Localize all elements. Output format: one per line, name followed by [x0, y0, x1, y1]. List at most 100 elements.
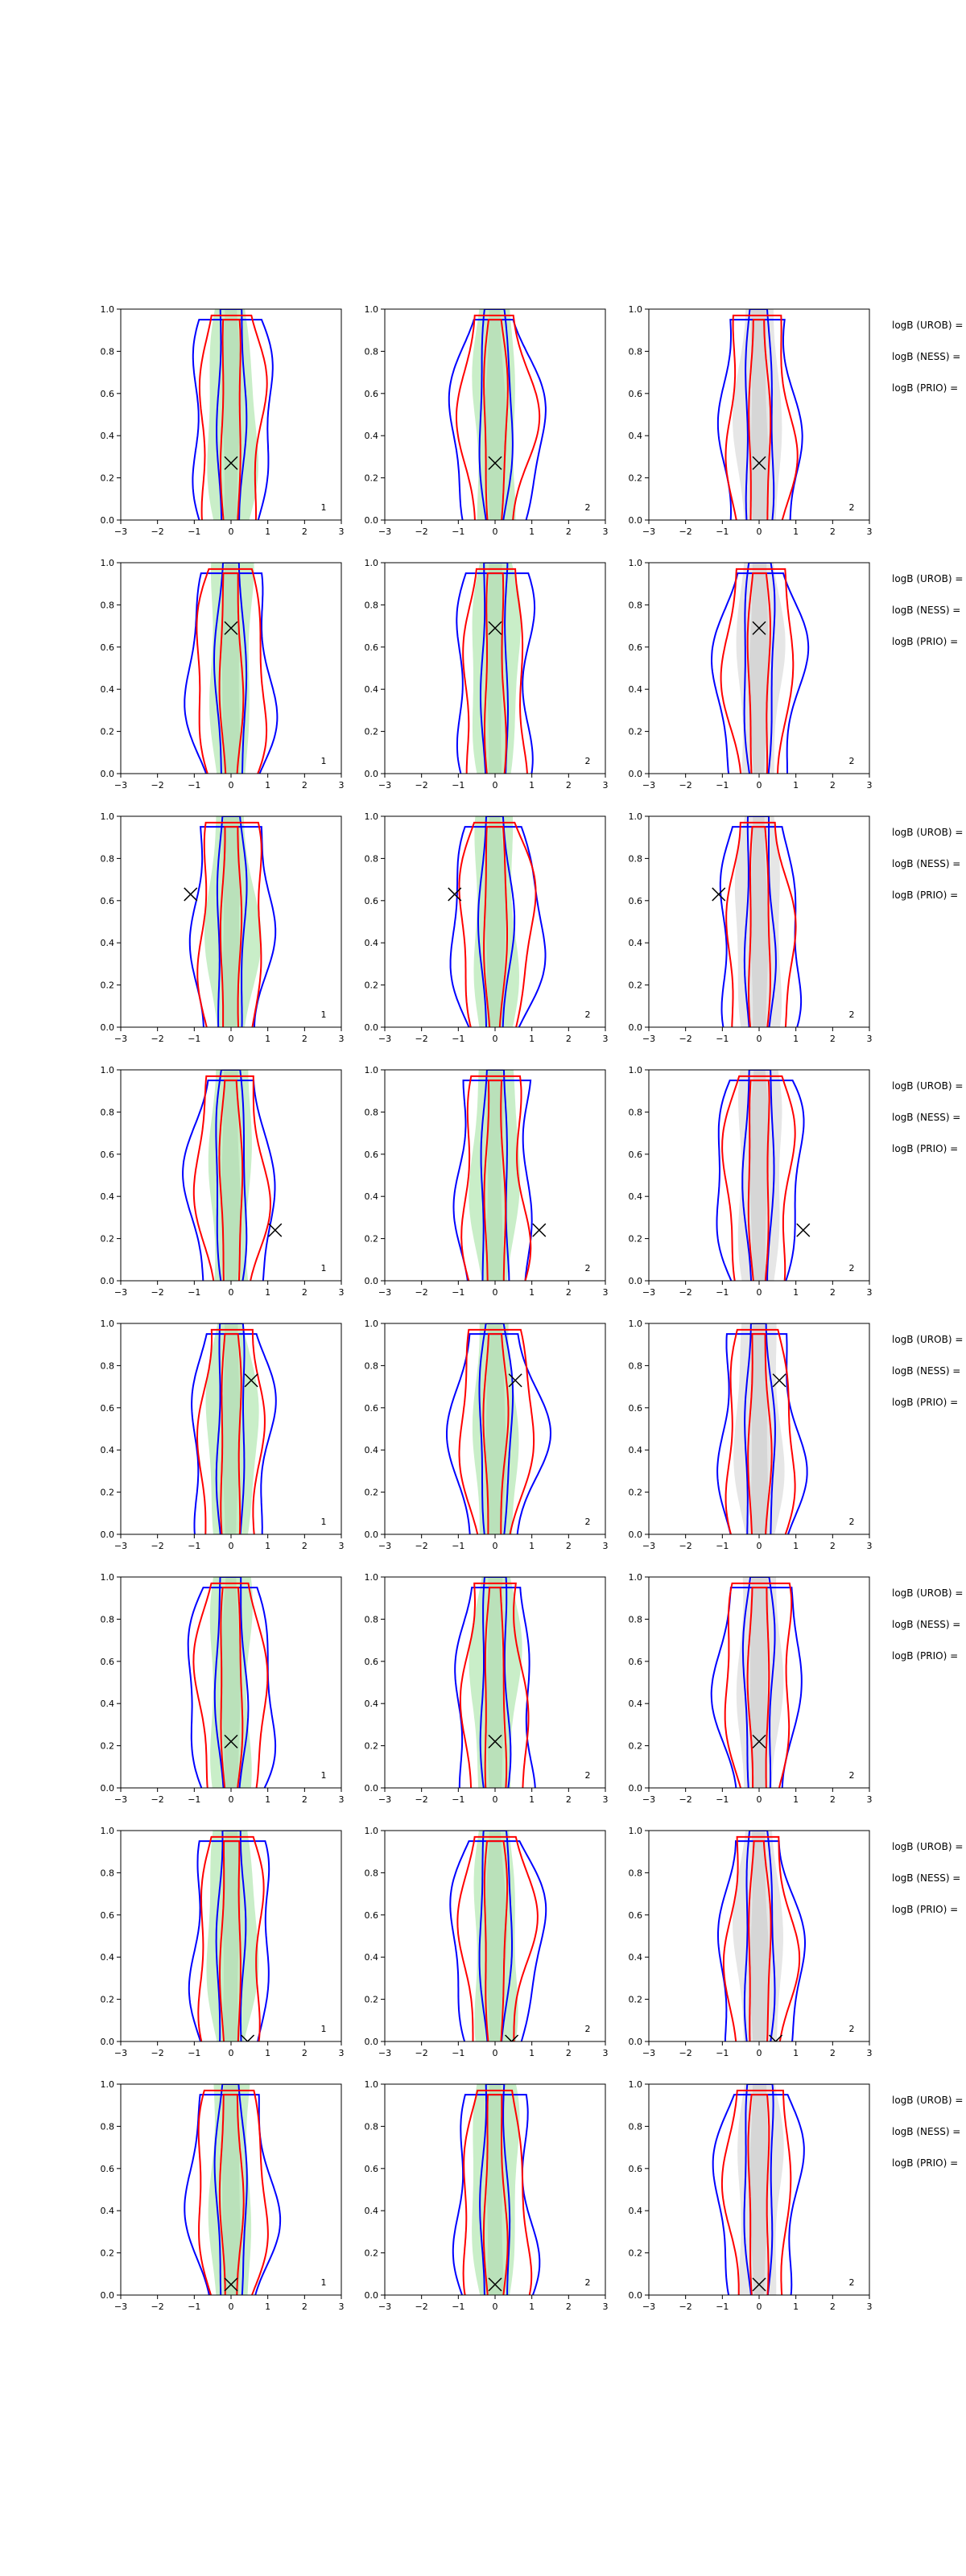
true-value-marker — [508, 1373, 522, 1388]
y-tick-label: 0.4 — [101, 1699, 115, 1709]
side-label: logB (UROB) = — [892, 1841, 963, 1852]
x-tick-label: −2 — [679, 2301, 692, 2312]
blue-contour-0 — [716, 319, 803, 520]
subplot-r6-c2: −3 −2 −1 0 1 2 3 0.0 0.2 0.4 0.6 0.8 1.0 2 — [365, 1572, 609, 1805]
panel-label: 2 — [849, 1517, 855, 1527]
side-label: logB (NESS) = — [892, 605, 960, 616]
x-tick-label: 2 — [830, 1541, 836, 1551]
y-tick-label: 0.2 — [365, 1995, 379, 2005]
y-tick-label: 0.2 — [629, 727, 643, 737]
x-tick-label: 1 — [529, 1287, 535, 1298]
x-tick-label: 0 — [757, 2301, 762, 2312]
subplot-r6-c1: −3 −2 −1 0 1 2 3 0.0 0.2 0.4 0.6 0.8 1.0 1 — [101, 1572, 345, 1805]
x-tick-label: −3 — [642, 2301, 655, 2312]
y-tick-label: 0.0 — [101, 1783, 115, 1794]
y-tick-label: 1.0 — [101, 1826, 115, 1836]
y-tick-label: 0.4 — [629, 1445, 643, 1455]
y-tick-label: 0.8 — [101, 346, 115, 357]
x-tick-label: −3 — [114, 2048, 127, 2058]
subplot-r2-c2: −3 −2 −1 0 1 2 3 0.0 0.2 0.4 0.6 0.8 1.0 2 — [365, 558, 609, 791]
blue-contour-0 — [716, 1080, 805, 1281]
subplot-r3-c2: −3 −2 −1 0 1 2 3 0.0 0.2 0.4 0.6 0.8 1.0 2 — [365, 811, 609, 1044]
red-contour-3 — [747, 1080, 770, 1281]
true-value-marker — [488, 2277, 502, 2292]
x-tick-label: −1 — [188, 2048, 200, 2058]
x-tick-label: −1 — [452, 1794, 464, 1805]
blue-contour-1 — [213, 2084, 248, 2295]
red-contour-2 — [192, 1075, 271, 1281]
blue-contour-1 — [743, 563, 776, 774]
side-label: logB (PRIO) = — [892, 1904, 958, 1915]
x-tick-label: −3 — [378, 2048, 391, 2058]
red-contour-2 — [196, 821, 262, 1027]
x-tick-label: 3 — [867, 1794, 873, 1805]
y-tick-label: 0.0 — [365, 1530, 379, 1540]
x-tick-label: −2 — [151, 2048, 164, 2058]
y-tick-label: 0.6 — [101, 1150, 115, 1160]
y-tick-label: 0.0 — [629, 2037, 643, 2047]
y-tick-label: 0.6 — [629, 2164, 643, 2174]
blue-contour-0 — [454, 1587, 536, 1788]
panel-label: 2 — [585, 1770, 591, 1781]
subplot-r7-c3: −3 −2 −1 0 1 2 3 0.0 0.2 0.4 0.6 0.8 1.0 2 — [629, 1826, 873, 2058]
x-tick-label: 0 — [229, 1034, 234, 1044]
y-tick-label: 0.4 — [101, 1445, 115, 1455]
y-tick-label: 0.4 — [365, 1191, 379, 1202]
x-tick-label: 3 — [339, 1287, 345, 1298]
y-tick-label: 0.8 — [101, 1614, 115, 1624]
side-label: logB (NESS) = — [892, 1872, 960, 1884]
panel-label: 2 — [585, 1009, 591, 1020]
side-label: logB (PRIO) = — [892, 890, 958, 901]
x-tick-label: 1 — [529, 526, 535, 537]
y-tick-label: 0.6 — [365, 389, 379, 399]
x-tick-label: −1 — [452, 526, 464, 537]
x-tick-label: 3 — [867, 1034, 873, 1044]
blue-contour-0 — [716, 1333, 808, 1534]
y-tick-label: 0.0 — [101, 2037, 115, 2047]
panel-label: 2 — [585, 2024, 591, 2034]
x-tick-label: −2 — [415, 780, 428, 791]
y-tick-label: 0.6 — [365, 1657, 379, 1667]
x-tick-label: 0 — [229, 1794, 234, 1805]
x-tick-label: 2 — [302, 526, 308, 537]
panel-label: 2 — [849, 1009, 855, 1020]
x-tick-label: 1 — [793, 2048, 799, 2058]
y-tick-label: 0.4 — [629, 1191, 643, 1202]
blue-contour-1 — [744, 1323, 776, 1534]
y-tick-label: 0.8 — [629, 1107, 643, 1117]
x-tick-label: −1 — [452, 1541, 464, 1551]
x-tick-label: 0 — [493, 1794, 498, 1805]
y-tick-label: 0.2 — [365, 473, 379, 484]
red-contour-2 — [462, 568, 528, 774]
blue-contour-1 — [215, 1070, 248, 1281]
true-value-marker — [752, 456, 766, 470]
blue-contour-0 — [188, 826, 277, 1027]
x-tick-label: 2 — [830, 526, 836, 537]
x-tick-label: 3 — [867, 526, 873, 537]
x-tick-label: −3 — [642, 2048, 655, 2058]
x-tick-label: 3 — [867, 1541, 873, 1551]
y-tick-label: 0.2 — [629, 1995, 643, 2005]
x-tick-label: −2 — [679, 1794, 692, 1805]
subplot-r5-c3: −3 −2 −1 0 1 2 3 0.0 0.2 0.4 0.6 0.8 1.0 2 — [629, 1319, 873, 1551]
blue-contour-1 — [479, 1577, 512, 1788]
x-tick-label: −1 — [716, 2048, 729, 2058]
x-tick-label: −1 — [188, 526, 200, 537]
blue-contour-1 — [741, 1577, 776, 1788]
y-tick-label: 1.0 — [365, 1572, 379, 1583]
density-fill-inner — [749, 2084, 769, 2295]
blue-contour-1 — [213, 563, 248, 774]
x-tick-label: 0 — [493, 2048, 498, 2058]
y-tick-label: 0.2 — [629, 980, 643, 991]
y-tick-label: 0.4 — [629, 1952, 643, 1963]
x-tick-label: −3 — [114, 1794, 127, 1805]
y-tick-label: 0.4 — [629, 938, 643, 948]
x-tick-label: 0 — [757, 1541, 762, 1551]
red-contour-2 — [724, 1582, 793, 1788]
true-value-marker — [244, 1373, 258, 1388]
subplot-r8-c1: −3 −2 −1 0 1 2 3 0.0 0.2 0.4 0.6 0.8 1.0 1 — [101, 2079, 345, 2312]
y-tick-label: 0.8 — [365, 2121, 379, 2132]
y-tick-label: 0.4 — [629, 2206, 643, 2216]
y-tick-label: 0.0 — [101, 2290, 115, 2301]
panel-label: 2 — [849, 2277, 855, 2288]
